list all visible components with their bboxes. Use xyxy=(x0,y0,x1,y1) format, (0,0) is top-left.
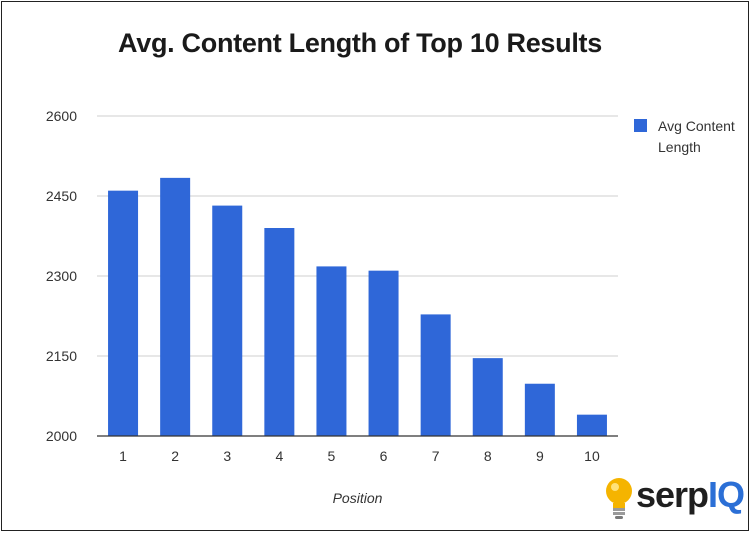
x-tick-label: 10 xyxy=(584,448,600,464)
legend-label: Avg Content Length xyxy=(658,116,752,158)
y-tick-label: 2000 xyxy=(46,428,77,444)
bar-1 xyxy=(108,191,138,436)
x-tick-label: 8 xyxy=(484,448,492,464)
legend-swatch xyxy=(634,119,647,132)
bar-5 xyxy=(316,266,346,436)
logo-text: serpIQ xyxy=(636,474,744,516)
x-axis-label: Position xyxy=(333,490,383,506)
x-tick-label: 3 xyxy=(223,448,231,464)
x-tick-label: 6 xyxy=(380,448,388,464)
y-axis-ticks: 2000 2150 2300 2450 2600 xyxy=(46,108,77,444)
bar-3 xyxy=(212,206,242,436)
bar-6 xyxy=(369,271,399,436)
y-tick-label: 2300 xyxy=(46,268,77,284)
x-tick-label: 4 xyxy=(275,448,283,464)
y-tick-label: 2600 xyxy=(46,108,77,124)
serpiq-logo: serpIQ xyxy=(602,472,752,522)
y-tick-label: 2150 xyxy=(46,348,77,364)
logo-text-serp: serp xyxy=(636,474,708,515)
x-tick-label: 7 xyxy=(432,448,440,464)
bar-9 xyxy=(525,384,555,436)
bars xyxy=(108,178,607,436)
x-tick-label: 5 xyxy=(328,448,336,464)
x-tick-label: 9 xyxy=(536,448,544,464)
x-tick-label: 1 xyxy=(119,448,127,464)
bar-4 xyxy=(264,228,294,436)
x-tick-label: 2 xyxy=(171,448,179,464)
bar-10 xyxy=(577,415,607,436)
bar-8 xyxy=(473,358,503,436)
y-tick-label: 2450 xyxy=(46,188,77,204)
bar-7 xyxy=(421,314,451,436)
logo-text-iq: IQ xyxy=(708,474,744,515)
lightbulb-icon xyxy=(602,476,636,520)
bar-2 xyxy=(160,178,190,436)
x-axis-ticks: 1 2 3 4 5 6 7 8 9 10 xyxy=(119,448,600,464)
